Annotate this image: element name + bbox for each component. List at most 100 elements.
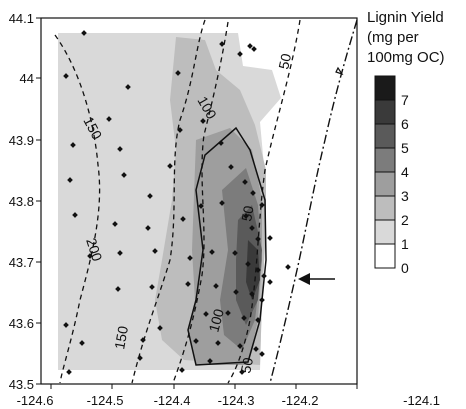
legend-swatch — [374, 219, 396, 245]
x-tick-label: -124.6 — [17, 393, 54, 408]
legend-title-line: Lignin Yield — [367, 9, 444, 26]
bathymetry-contours — [54, 19, 301, 384]
legend-colorbar: 7 6 5 4 3 2 1 0 — [374, 75, 409, 276]
station-marker — [179, 367, 185, 373]
legend-tick-label: 6 — [401, 116, 409, 132]
station-marker — [209, 249, 215, 255]
y-tick-label: 43.9 — [9, 133, 34, 148]
station-marker — [140, 337, 146, 343]
station-marker — [237, 343, 243, 349]
station-marker — [137, 355, 143, 361]
sampling-stations — [63, 30, 291, 375]
legend-tick-label: 3 — [401, 188, 409, 204]
legend-title-line: 100mg OC) — [367, 49, 445, 66]
contour-label-50-lower: 50 — [237, 356, 256, 375]
station-marker — [198, 203, 204, 209]
station-marker — [267, 235, 273, 241]
contour-label-50-mid: 50 — [238, 204, 256, 222]
station-marker — [115, 286, 121, 292]
x-axis: -124.6 -124.5 -124.4 -124.3 -124.2 -124.… — [17, 384, 440, 408]
contour-label-50-upper: 50 — [275, 52, 294, 71]
bathy-line-50 — [227, 19, 301, 384]
estuary-outline — [335, 66, 344, 76]
legend-swatch — [374, 123, 396, 149]
station-marker — [152, 248, 158, 254]
x-tick-label: -124.3 — [218, 393, 255, 408]
station-marker — [106, 116, 112, 122]
legend-title-line: (mg per — [367, 29, 419, 46]
station-marker — [167, 163, 173, 169]
bathy-line-150-east — [131, 19, 206, 384]
bathy-line-150-200-west — [54, 34, 101, 384]
station-marker — [121, 172, 127, 178]
station-marker — [70, 142, 76, 148]
station-marker — [147, 193, 153, 199]
station-marker — [228, 164, 234, 170]
station-marker — [232, 250, 238, 256]
contour-label-150-lower: 150 — [111, 325, 131, 351]
station-marker — [177, 127, 183, 133]
station-marker — [203, 311, 209, 317]
legend-swatch — [374, 75, 396, 101]
station-marker — [241, 315, 247, 321]
station-marker — [207, 358, 213, 364]
lignin-level-6 — [246, 240, 260, 300]
y-tick-label: 43.7 — [9, 255, 34, 270]
station-marker — [125, 84, 131, 90]
legend-tick-label: 1 — [401, 236, 409, 252]
legend-tick-label: 7 — [401, 92, 409, 108]
station-marker — [259, 351, 265, 357]
x-tick-label: -124.5 — [87, 393, 124, 408]
river-mouth-arrow — [298, 273, 335, 285]
contour-label-200: 200 — [83, 236, 106, 263]
station-marker — [249, 225, 255, 231]
station-marker — [250, 190, 256, 196]
station-marker — [243, 213, 249, 219]
station-marker — [225, 310, 231, 316]
station-marker — [267, 279, 273, 285]
legend-tick-label: 2 — [401, 212, 409, 228]
y-tick-label: 43.8 — [9, 194, 34, 209]
station-marker — [193, 338, 199, 344]
station-marker — [245, 261, 251, 267]
station-marker — [242, 179, 248, 185]
lignin-field — [58, 33, 281, 370]
legend-tick-label: 0 — [401, 260, 409, 276]
x-tick-label: -124.2 — [282, 393, 319, 408]
y-tick-label: 44.1 — [9, 11, 34, 26]
y-axis: 44.1 44 43.9 43.8 43.7 43.6 43.5 — [9, 11, 41, 392]
legend: Lignin Yield (mg per 100mg OC) 7 6 5 4 3 2 1 0 — [367, 9, 445, 276]
x-tick-label: -124.1 — [403, 393, 440, 408]
station-marker — [145, 225, 151, 231]
station-marker — [87, 253, 93, 259]
station-marker — [72, 212, 78, 218]
legend-swatch — [374, 171, 396, 197]
legend-tick-label: 4 — [401, 164, 409, 180]
x-tick-label: -124.4 — [154, 393, 191, 408]
station-marker — [253, 346, 259, 352]
station-marker — [67, 177, 73, 183]
station-marker — [200, 118, 206, 124]
station-marker — [149, 284, 155, 290]
bathy-line-100 — [172, 21, 229, 384]
station-marker — [180, 216, 186, 222]
legend-swatch — [374, 147, 396, 173]
legend-swatch — [374, 99, 396, 125]
coastline — [269, 19, 358, 384]
station-marker — [233, 289, 239, 295]
legend-tick-label: 5 — [401, 140, 409, 156]
station-marker — [117, 146, 123, 152]
station-marker — [117, 250, 123, 256]
station-marker — [249, 291, 255, 297]
station-marker — [66, 369, 72, 375]
station-marker — [259, 202, 265, 208]
station-marker — [255, 267, 261, 273]
station-marker — [219, 200, 225, 206]
y-tick-label: 43.6 — [9, 316, 34, 331]
station-marker — [215, 340, 221, 346]
station-marker — [261, 273, 267, 279]
legend-swatch — [374, 243, 396, 269]
station-marker — [255, 317, 261, 323]
station-marker — [175, 70, 181, 76]
